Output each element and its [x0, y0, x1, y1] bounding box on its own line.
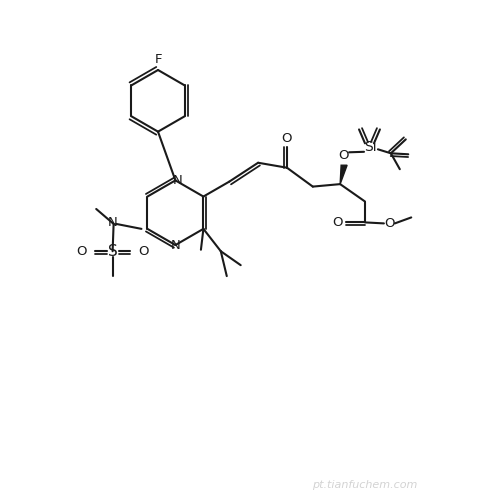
Text: O: O — [384, 217, 395, 230]
Text: N: N — [108, 216, 118, 230]
Text: O: O — [138, 244, 149, 258]
Text: N: N — [172, 174, 182, 187]
Text: S: S — [108, 244, 118, 258]
Text: O: O — [76, 244, 86, 258]
Text: F: F — [154, 52, 162, 66]
Text: O: O — [338, 150, 348, 162]
Text: pt.tianfuchem.com: pt.tianfuchem.com — [312, 480, 417, 490]
Text: N: N — [170, 238, 180, 252]
Text: O: O — [332, 216, 342, 229]
Text: Si: Si — [364, 140, 376, 154]
Polygon shape — [340, 165, 347, 184]
Text: O: O — [282, 132, 292, 145]
